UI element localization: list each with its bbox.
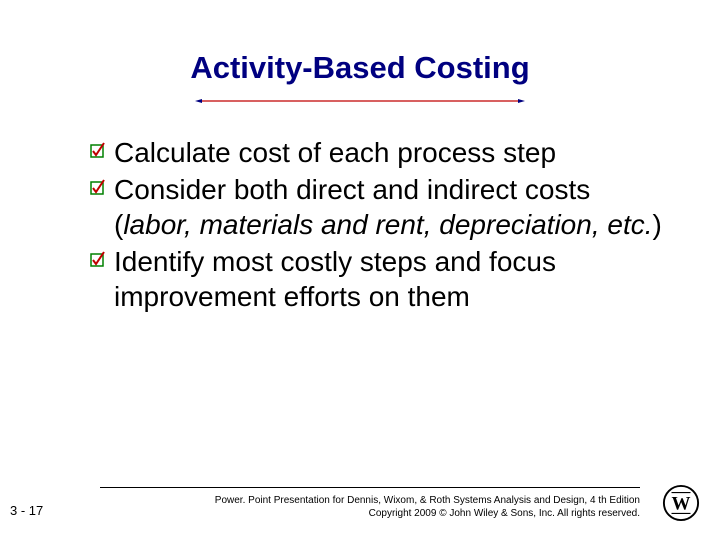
footer-text: Power. Point Presentation for Dennis, Wi… [100, 494, 640, 520]
bullet-text: Identify most costly steps and focus imp… [114, 244, 665, 314]
list-item: Calculate cost of each process step [90, 135, 665, 170]
checkbox-icon [90, 179, 106, 195]
checkbox-icon [90, 142, 106, 158]
checkbox-icon [90, 251, 106, 267]
bullet-text: Calculate cost of each process step [114, 135, 556, 170]
slide-container: Activity-Based Costing Calculate cost of… [0, 0, 720, 540]
svg-text:W: W [672, 494, 691, 515]
list-item: Consider both direct and indirect costs … [90, 172, 665, 242]
list-item: Identify most costly steps and focus imp… [90, 244, 665, 314]
slide-title: Activity-Based Costing [0, 50, 720, 86]
bullet-list: Calculate cost of each process step Cons… [90, 135, 665, 316]
bullet-text: Consider both direct and indirect costs … [114, 172, 665, 242]
slide-number: 3 - 17 [10, 503, 43, 518]
wiley-logo-icon: W [662, 484, 700, 522]
divider-arrow [30, 99, 690, 103]
footer-divider [100, 487, 640, 488]
